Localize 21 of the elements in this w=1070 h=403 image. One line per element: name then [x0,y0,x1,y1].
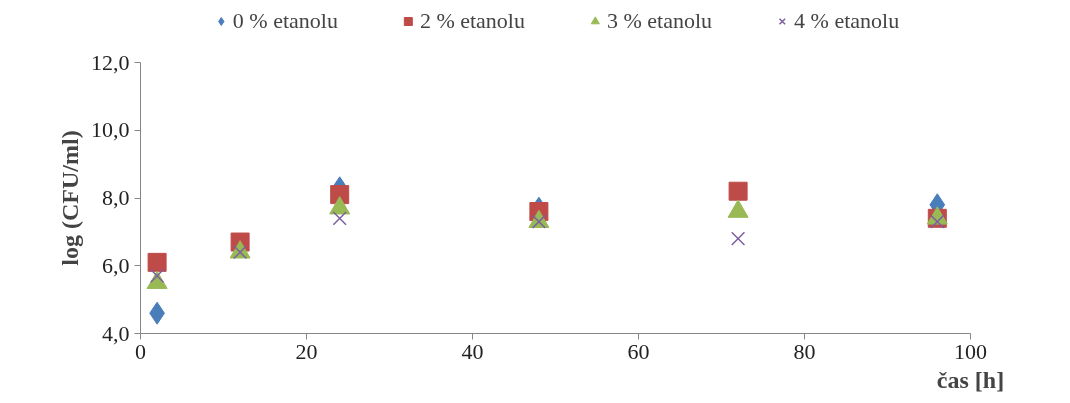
point [728,181,748,201]
x-tick-label: 80 [793,338,816,364]
y-tick-label: 8,0 [102,185,130,210]
legend-label: 2 % etanolu [419,8,525,34]
point [147,252,167,272]
x-tick-label: 40 [461,338,484,364]
y-tick-label: 4,0 [102,320,130,346]
y-tick-label: 12,0 [91,49,130,75]
x-tick-label: 20 [295,338,318,364]
point [730,231,746,246]
x-axis-title: čas [h] [936,366,1005,393]
point [332,211,347,226]
x-tick-label: 0 [135,338,146,364]
x-tick-label: 100 [954,338,987,364]
legend-label: 0 % etanolu [232,8,338,34]
legend-label: 4 % etanolu [794,8,900,34]
legend-label: 3 % etanolu [607,8,713,34]
x-tick-label: 60 [627,338,650,364]
y-axis-title: log (CFU/ml) [57,130,83,266]
y-tick-label: 6,0 [102,252,130,278]
y-tick-label: 10,0 [91,117,130,143]
